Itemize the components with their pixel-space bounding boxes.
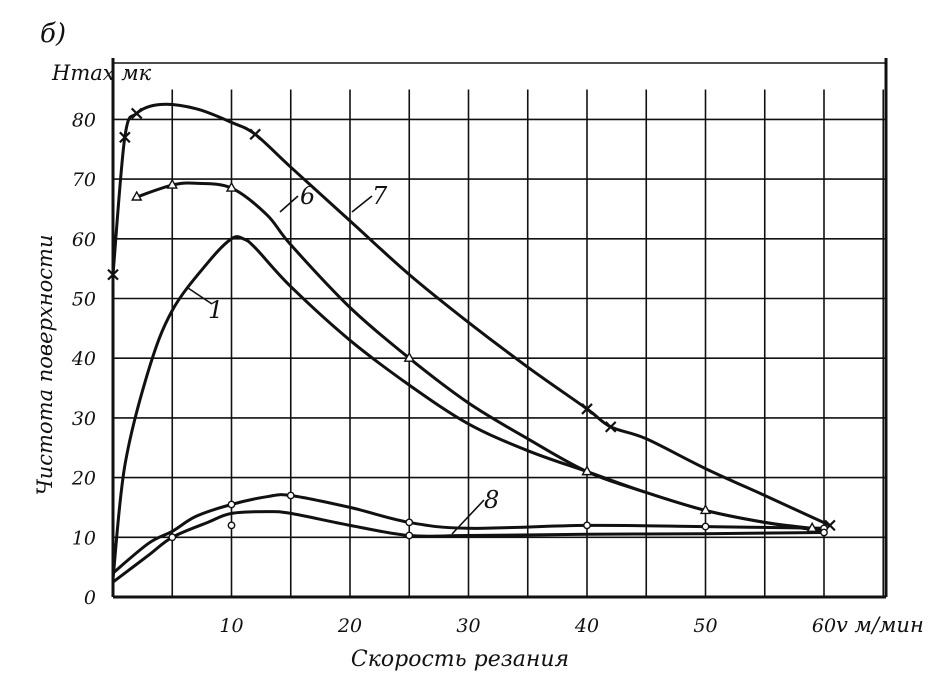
leader-7 (351, 195, 373, 213)
data-point-x (130, 107, 143, 120)
series-line-7 (111, 102, 832, 527)
data-point-triangle (699, 504, 712, 515)
data-point-x (249, 128, 261, 141)
y-tick-label: 50 (72, 289, 96, 311)
data-point-circle (227, 500, 236, 509)
y-tick-label: 70 (72, 169, 96, 191)
y-unit-label: Hmax мк (51, 61, 152, 85)
axes (111, 58, 888, 599)
data-point-circle (405, 518, 414, 527)
data-point-x-stroke (249, 128, 261, 141)
panel-label: б) (40, 19, 66, 49)
y-tick-label: 40 (71, 348, 96, 370)
leader-6 (279, 195, 299, 213)
y-tick-label: 10 (72, 527, 96, 549)
data-point-x (581, 403, 593, 415)
data-point-circle (286, 491, 295, 500)
data-point-x (119, 131, 131, 144)
grid-lines (113, 89, 886, 597)
y-tick-label: 30 (72, 408, 96, 430)
data-point-circle (168, 533, 177, 542)
y-tick-label: 0 (84, 587, 96, 609)
data-point-triangle (581, 465, 593, 476)
data-point-circle (701, 522, 710, 531)
leader-1 (187, 287, 213, 305)
data-point-x (604, 421, 617, 433)
series-line-6 (135, 181, 814, 530)
x-tick-label: 20 (337, 615, 362, 637)
data-point-circle (820, 528, 828, 537)
data-point-triangle (403, 351, 415, 362)
curve-label-1: 1 (208, 296, 223, 324)
x-tick-label: 10 (219, 615, 243, 637)
data-point-circle (405, 531, 414, 540)
data-point-x-stroke (107, 268, 119, 281)
markers (107, 107, 836, 542)
data-point-triangle (806, 521, 818, 533)
data-point-circle (583, 521, 591, 530)
data-point-x-stroke (581, 403, 593, 415)
y-tick-label: 80 (72, 109, 96, 131)
x-tick-label: 50 (693, 615, 717, 637)
x-tick-label: 60 (812, 615, 836, 637)
x-axis-title: Скорость резания (351, 647, 569, 672)
y-axis-title: Чистота поверхности (33, 235, 57, 496)
data-point-triangle (166, 178, 178, 189)
data-point-triangle (131, 190, 143, 201)
data-point-x-stroke (119, 131, 131, 144)
series-line-1 (111, 235, 826, 581)
y-tick-label: 20 (71, 468, 96, 490)
curve-label-6: 6 (300, 182, 315, 210)
data-point-x-stroke (130, 107, 143, 120)
leader-8 (451, 499, 485, 535)
data-point-x (107, 268, 119, 281)
data-point-triangle (225, 181, 238, 192)
curve-label-8: 8 (484, 486, 499, 514)
x-unit-label: v м/мин (836, 613, 924, 637)
tick-labels: 0 10 20 30 40 50 60 70 80 10 20 30 40 50 60 (71, 109, 836, 637)
y-tick-label: 60 (72, 229, 96, 251)
curve-label-7: 7 (372, 182, 388, 210)
curves (111, 102, 832, 584)
curve-label-leaders (187, 195, 485, 535)
x-tick-label: 40 (574, 615, 599, 637)
x-tick-label: 30 (456, 615, 480, 637)
data-point-x-stroke (604, 421, 617, 433)
data-point-circle (227, 521, 236, 530)
series-line-unlabeled (111, 493, 826, 575)
